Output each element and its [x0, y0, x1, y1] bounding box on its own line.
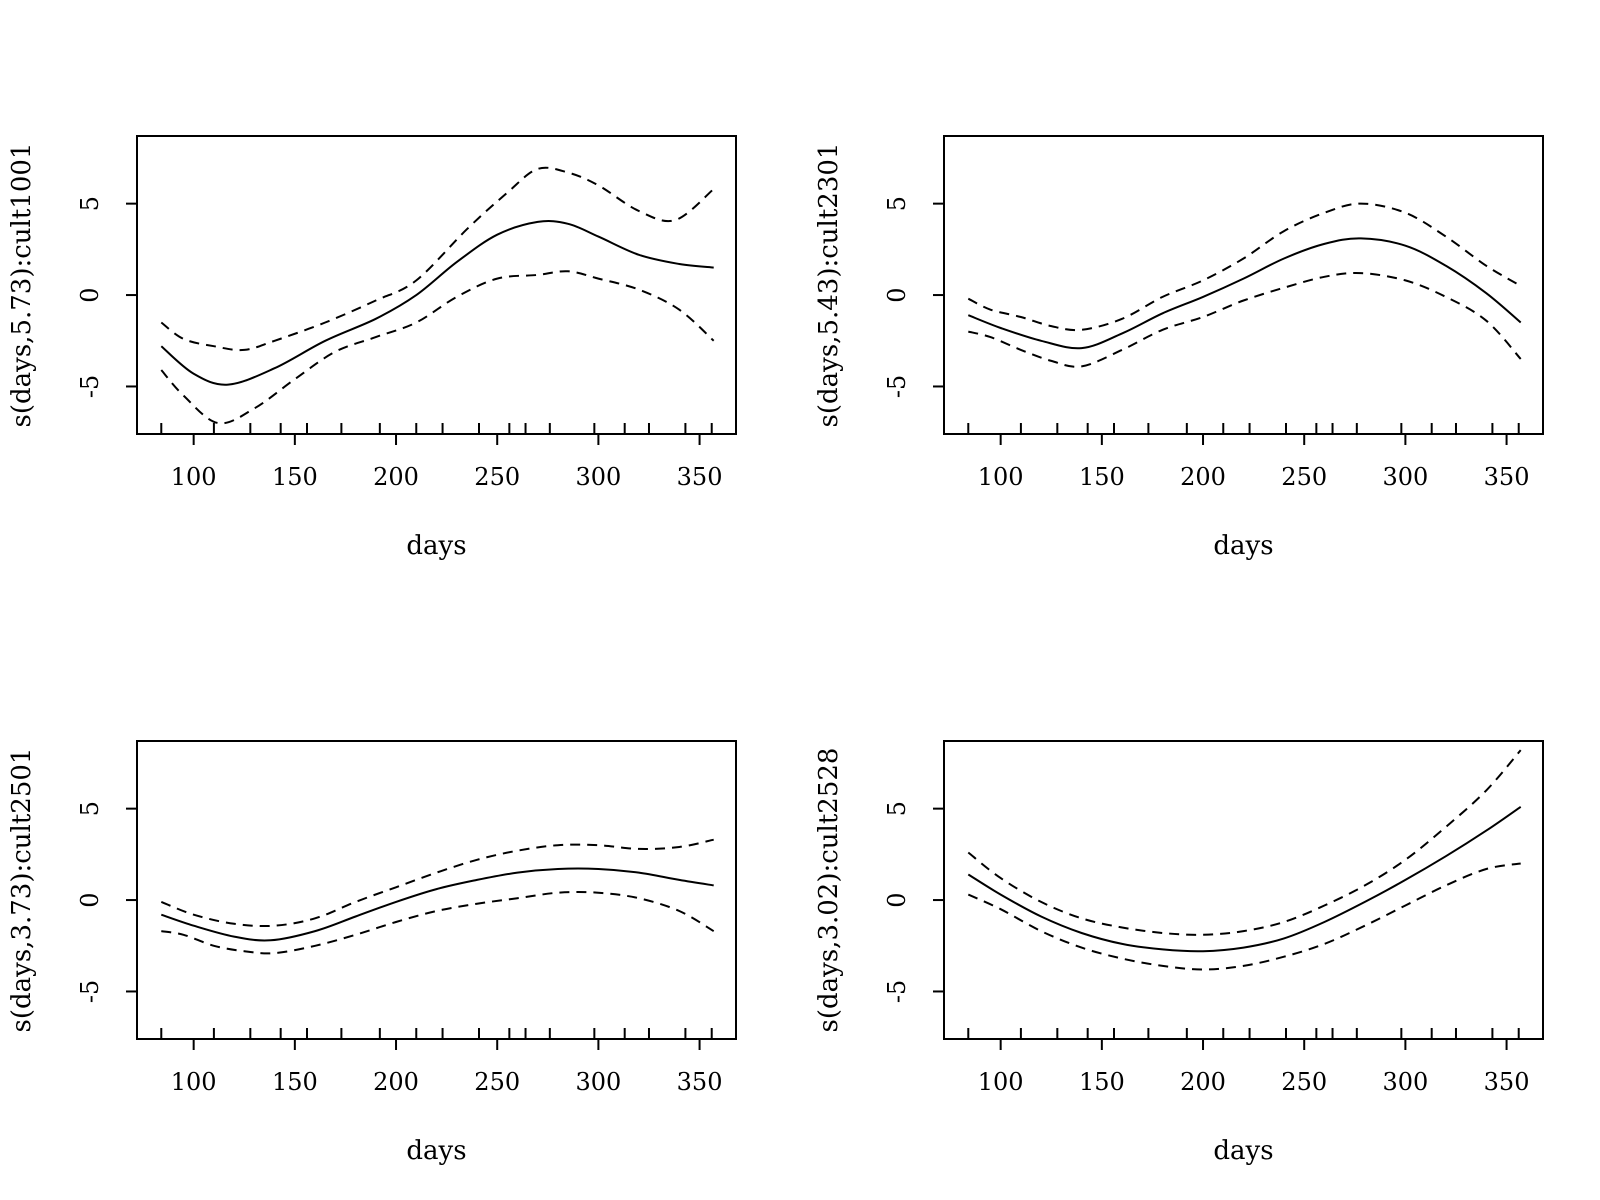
x-tick-label: 250: [474, 463, 520, 491]
x-tick-label: 300: [575, 463, 621, 491]
x-axis-label: days: [406, 1136, 466, 1166]
x-tick-label: 350: [677, 1068, 723, 1096]
x-tick-label: 250: [474, 1068, 520, 1096]
y-tick-label: 0: [883, 287, 911, 302]
x-tick-label: 100: [978, 463, 1024, 491]
x-tick-label: 150: [1079, 1068, 1125, 1096]
upper-ci-line: [967, 202, 1522, 332]
y-tick-label: 5: [883, 196, 911, 211]
lower-ci-line: [161, 891, 715, 955]
x-tick-label: 250: [1281, 1068, 1327, 1096]
y-tick-label: 0: [883, 892, 911, 907]
x-tick-label: 200: [373, 463, 419, 491]
x-tick-label: 100: [171, 463, 217, 491]
y-tick-label: -5: [883, 375, 911, 398]
x-tick-label: 350: [677, 463, 723, 491]
panel-2: 100 150 200 250 300 350 -5 0 5 days s(days,5.43):c…: [814, 135, 1544, 561]
y-tick-label: -5: [76, 375, 104, 398]
x-tick-label: 250: [1281, 463, 1327, 491]
x-tick-label: 350: [1484, 463, 1530, 491]
lower-ci-line: [968, 271, 1522, 368]
y-tick-label: 5: [76, 196, 104, 211]
x-tick-label: 150: [1079, 463, 1125, 491]
lower-ci-line: [160, 270, 715, 425]
x-tick-label: 200: [1180, 463, 1226, 491]
y-tick-label: 0: [76, 892, 104, 907]
y-axis-label: s(days,3.73):cult2501: [7, 748, 37, 1033]
y-axis-label: s(days,5.43):cult2301: [814, 143, 844, 428]
x-tick-label: 100: [978, 1068, 1024, 1096]
x-tick-label: 150: [272, 463, 318, 491]
panel-3: 100 150 200 250 300 350 -5 0 5 days s(days,3.73):c…: [7, 740, 737, 1166]
x-tick-label: 150: [272, 1068, 318, 1096]
smooth-estimate-line: [160, 867, 714, 942]
panel-4: 100 150 200 250 300 350 -5 0 5 days s(days,3.02):c…: [814, 740, 1544, 1166]
plot-frame: [136, 740, 737, 1040]
y-tick-label: -5: [76, 980, 104, 1003]
x-tick-label: 300: [1382, 1068, 1428, 1096]
x-axis-label: days: [1213, 531, 1273, 561]
plot-frame: [136, 135, 737, 435]
y-tick-label: -5: [883, 980, 911, 1003]
x-tick-label: 300: [575, 1068, 621, 1096]
smooth-estimate-line: [967, 805, 1522, 953]
smooth-estimate-line: [160, 220, 714, 386]
smooth-estimate-line: [967, 237, 1522, 350]
upper-ci-line: [160, 838, 714, 928]
panel-1: 100 150 200 250 300 350 -5 0 5 days s(days,5.73):c…: [7, 135, 737, 561]
x-tick-label: 200: [373, 1068, 419, 1096]
x-tick-label: 200: [1180, 1068, 1226, 1096]
upper-ci-line: [160, 166, 715, 352]
plot-frame: [943, 740, 1544, 1040]
lower-ci-line: [967, 862, 1521, 971]
y-axis-label: s(days,3.02):cult2528: [814, 748, 844, 1033]
x-tick-label: 100: [171, 1068, 217, 1096]
y-tick-label: 5: [76, 801, 104, 816]
y-tick-label: 0: [76, 287, 104, 302]
x-axis-label: days: [1213, 1136, 1273, 1166]
x-axis-label: days: [406, 531, 466, 561]
x-tick-label: 300: [1382, 463, 1428, 491]
y-tick-label: 5: [883, 801, 911, 816]
plot-frame: [943, 135, 1544, 435]
upper-ci-line: [967, 749, 1522, 936]
y-axis-label: s(days,5.73):cult1001: [7, 143, 37, 428]
x-tick-label: 350: [1484, 1068, 1530, 1096]
